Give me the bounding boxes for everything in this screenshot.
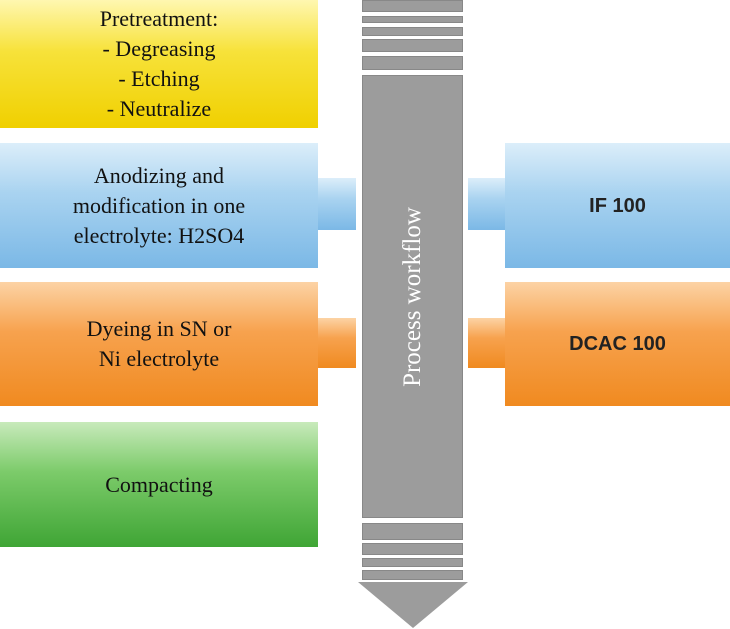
product-dcac100: DCAC 100	[505, 282, 730, 406]
workflow-band	[362, 16, 463, 23]
product-if100: IF 100	[505, 143, 730, 268]
workflow-label: Process workflow	[362, 75, 463, 518]
workflow-band	[362, 27, 463, 36]
product-label: DCAC 100	[569, 333, 666, 355]
step-label: Pretreatment: - Degreasing - Etching - N…	[99, 6, 219, 121]
connector	[468, 178, 505, 230]
workflow-band	[362, 543, 463, 555]
step-dyeing: Dyeing in SN or Ni electrolyte	[0, 282, 318, 406]
workflow-band	[362, 558, 463, 567]
step-compacting: Compacting	[0, 422, 318, 547]
step-anodizing: Anodizing and modification in one electr…	[0, 143, 318, 268]
step-label: Dyeing in SN or Ni electrolyte	[86, 316, 232, 371]
workflow-band	[362, 39, 463, 52]
connector	[468, 318, 505, 368]
connector	[318, 178, 356, 230]
workflow-arrowhead	[358, 582, 468, 628]
workflow-band	[362, 0, 463, 12]
step-pretreatment: Pretreatment: - Degreasing - Etching - N…	[0, 0, 318, 128]
workflow-band	[362, 523, 463, 540]
workflow-band	[362, 56, 463, 70]
workflow-band	[362, 570, 463, 580]
workflow-shaft	[362, 75, 463, 518]
workflow-label-text: Process workflow	[398, 206, 426, 387]
step-label: Compacting	[105, 471, 213, 497]
connector	[318, 318, 356, 368]
product-label: IF 100	[589, 194, 646, 217]
step-label: Anodizing and modification in one electr…	[72, 162, 246, 248]
